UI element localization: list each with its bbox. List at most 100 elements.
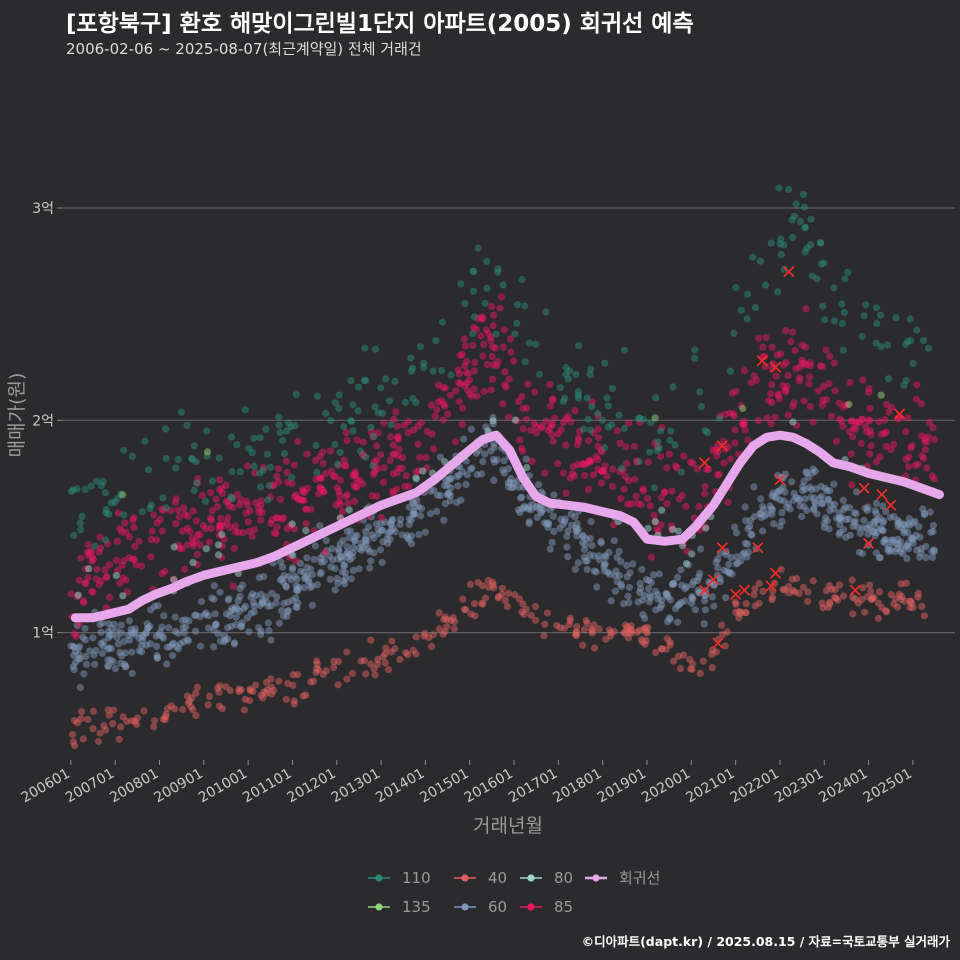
point-40 (330, 663, 338, 672)
point-110 (513, 319, 521, 327)
point-110 (838, 300, 846, 308)
point-85 (731, 439, 739, 447)
point-60 (768, 510, 776, 518)
point-110 (726, 367, 734, 375)
point-85 (865, 388, 873, 396)
point-40 (498, 584, 506, 592)
point-40 (275, 677, 283, 685)
point-110 (481, 299, 489, 307)
point-60 (563, 532, 571, 541)
point-60 (265, 627, 273, 635)
point-60 (163, 660, 171, 668)
point-60 (441, 500, 449, 508)
point-60 (197, 598, 206, 606)
point-60 (545, 520, 553, 528)
point-110 (838, 320, 847, 328)
point-60 (879, 502, 887, 510)
point-60 (367, 557, 375, 565)
point-85 (342, 429, 350, 437)
point-110 (636, 414, 644, 423)
point-60 (548, 538, 556, 547)
point-60 (91, 660, 99, 668)
point-85 (806, 403, 814, 411)
point-40 (777, 565, 785, 574)
point-60 (176, 640, 184, 648)
point-60 (259, 596, 267, 605)
point-60 (159, 634, 167, 642)
point-60 (897, 538, 905, 546)
point-60 (333, 575, 341, 583)
point-40 (412, 633, 420, 641)
point-110 (474, 244, 482, 252)
point-85 (112, 556, 120, 565)
point-85 (251, 469, 259, 477)
point-110 (245, 444, 253, 453)
point-40 (449, 614, 457, 622)
point-85 (701, 490, 709, 498)
point-85 (183, 541, 191, 549)
point-40 (84, 715, 92, 724)
point-60 (109, 658, 117, 666)
point-85 (352, 483, 360, 491)
point-60 (317, 554, 325, 562)
x-tick-label-17: 202301 (772, 766, 826, 807)
point-60 (192, 627, 200, 635)
point-110 (737, 306, 745, 314)
point-85 (93, 565, 101, 573)
point-85 (806, 362, 814, 370)
point-85 (489, 375, 497, 383)
point-85 (918, 432, 926, 440)
recent-deal-markers (699, 266, 906, 649)
point-40 (587, 625, 596, 633)
point-60 (879, 538, 888, 546)
point-40 (662, 645, 670, 653)
point-110 (839, 346, 847, 354)
point-80 (789, 418, 797, 426)
point-60 (90, 651, 98, 659)
point-60 (882, 508, 890, 516)
point-85 (494, 357, 502, 365)
point-85 (232, 528, 240, 536)
point-110 (77, 526, 85, 534)
point-110 (370, 432, 378, 440)
point-110 (635, 458, 643, 466)
point-110 (841, 275, 849, 283)
point-85 (912, 395, 921, 403)
point-110 (162, 425, 170, 433)
point-60 (275, 619, 283, 627)
point-110 (266, 463, 274, 471)
point-60 (812, 485, 820, 493)
point-85 (327, 467, 336, 475)
point-40 (670, 657, 678, 665)
point-85 (483, 361, 491, 369)
x-tick-label-6: 201201 (284, 766, 338, 807)
point-85 (789, 402, 797, 410)
point-60 (871, 507, 879, 515)
point-110 (461, 299, 469, 308)
recent-deal-marker-16 (858, 482, 870, 494)
point-40 (105, 711, 113, 719)
point-85 (463, 379, 471, 387)
point-85 (393, 469, 401, 477)
point-85 (924, 433, 932, 441)
point-40 (290, 697, 298, 705)
point-110 (162, 504, 170, 512)
point-60 (181, 616, 189, 624)
point-40 (246, 685, 254, 693)
point-40 (572, 631, 580, 639)
point-85 (242, 509, 250, 517)
point-110 (327, 417, 335, 425)
point-110 (347, 417, 356, 426)
point-80 (289, 551, 297, 559)
point-60 (801, 485, 809, 493)
point-85 (531, 388, 539, 396)
point-60 (97, 628, 105, 636)
point-60 (905, 514, 913, 523)
point-85 (920, 454, 928, 462)
point-85 (738, 420, 747, 428)
point-85 (80, 599, 88, 607)
point-85 (489, 322, 497, 330)
recent-deal-marker-2 (716, 542, 728, 554)
point-110 (354, 407, 362, 415)
point-110 (654, 438, 662, 446)
